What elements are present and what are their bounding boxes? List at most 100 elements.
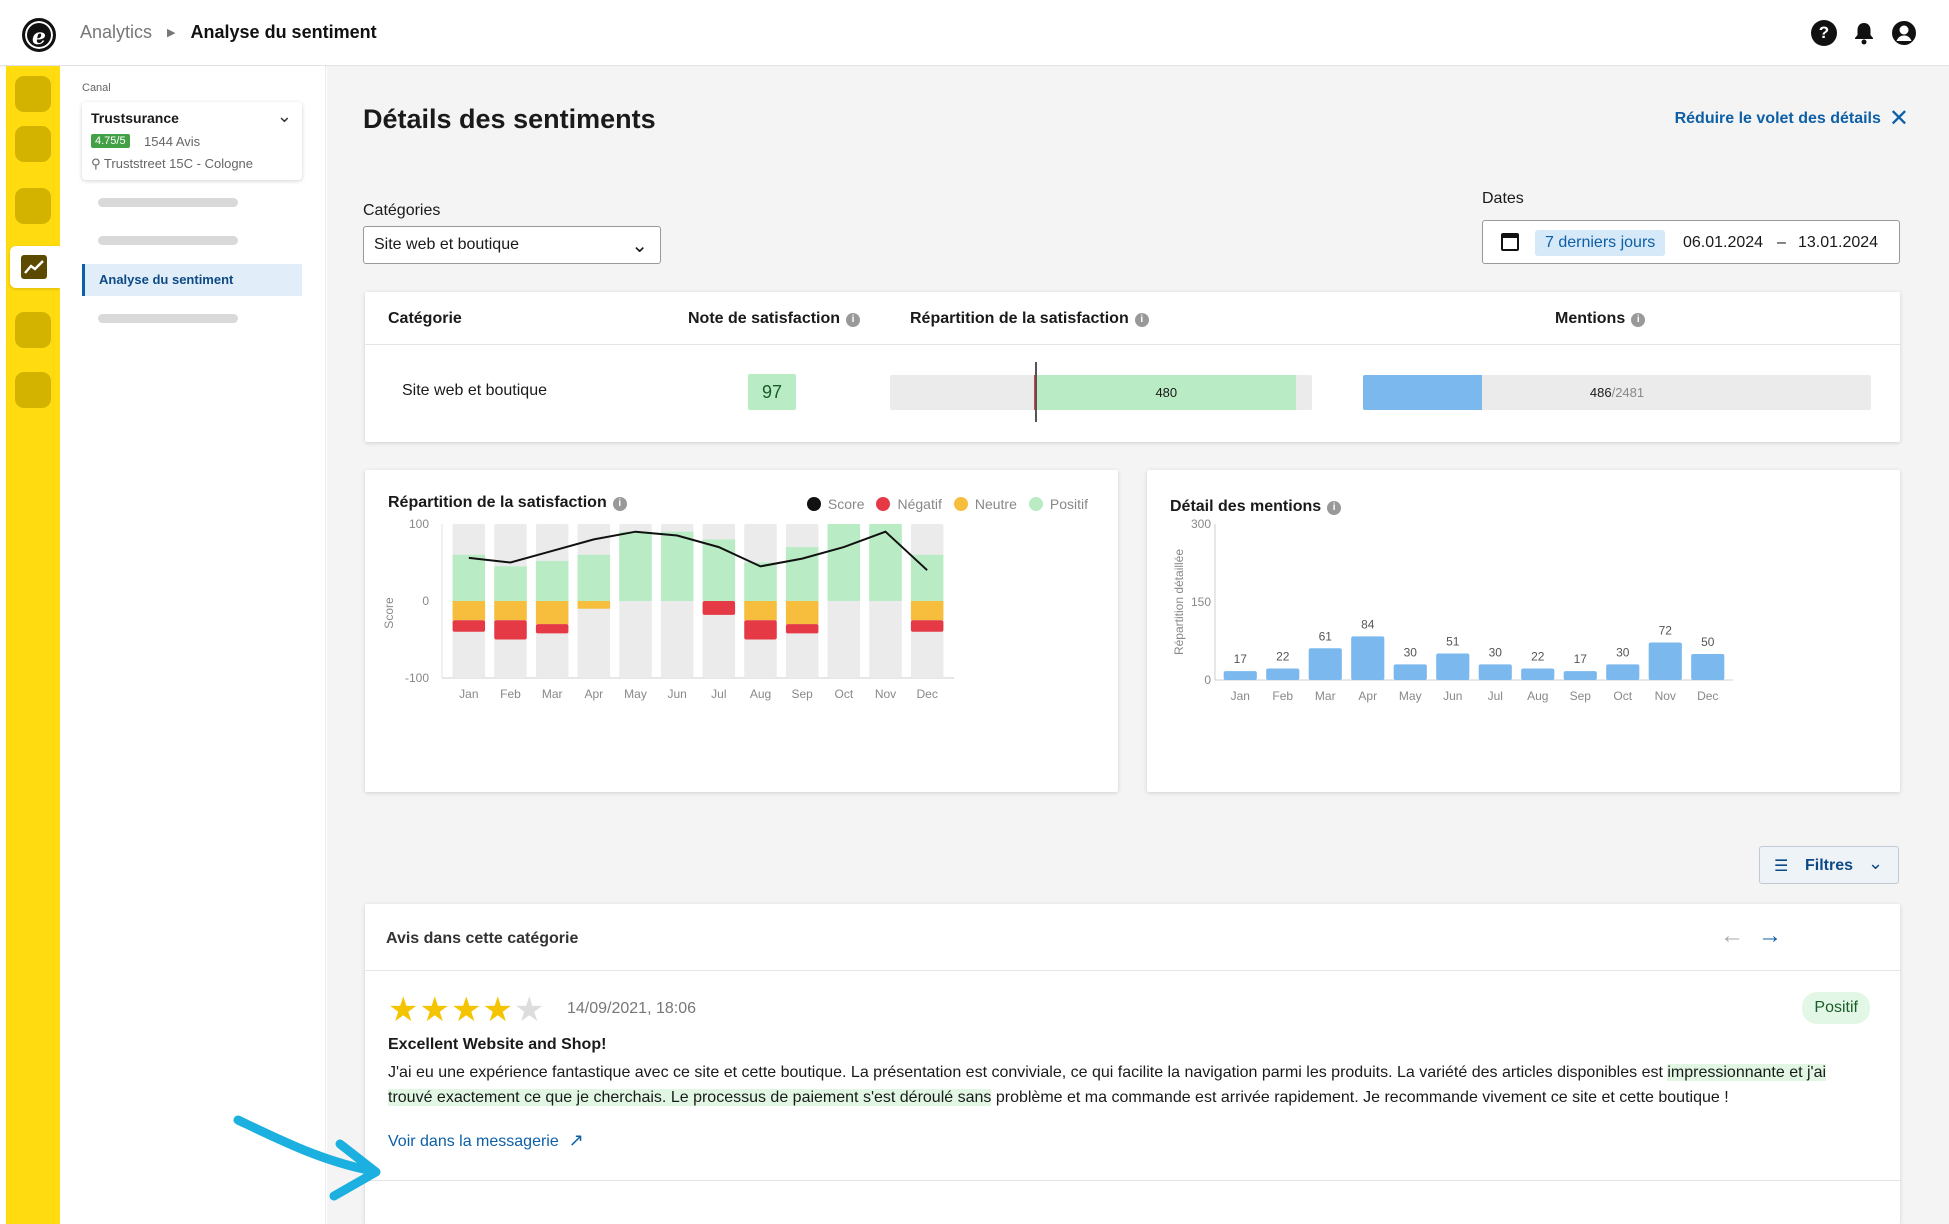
- arrow-right-icon[interactable]: →: [1758, 922, 1782, 949]
- info-icon[interactable]: i: [612, 497, 627, 511]
- y-tick-label: 0: [422, 594, 429, 608]
- legend-positive[interactable]: Positif: [1028, 496, 1088, 512]
- legend-dot: [1028, 497, 1043, 511]
- top-bar: e Analytics ▶ Analyse du sentiment ?: [0, 0, 1949, 66]
- x-tick-label: May: [1399, 689, 1422, 703]
- bar-positive: [452, 554, 486, 601]
- bar-negative: [535, 624, 569, 634]
- arrow-left-icon[interactable]: ←: [1720, 922, 1744, 949]
- mentions-total: /2481: [1611, 385, 1645, 400]
- chart-title: Détail des mentions i: [1170, 498, 1342, 516]
- close-icon: ✕: [1888, 105, 1909, 132]
- nav-placeholder-1[interactable]: [98, 198, 238, 207]
- date-range-picker[interactable]: 7 derniers jours 06.01.2024 – 13.01.2024: [1482, 220, 1900, 264]
- mentions-fill: [1363, 375, 1483, 410]
- rail-item-5[interactable]: [15, 312, 51, 348]
- data-label: 72: [1659, 624, 1673, 638]
- y-tick-label: -100: [405, 671, 429, 685]
- trend-icon: [21, 255, 47, 279]
- bar: [1393, 664, 1427, 680]
- y-tick-label: 100: [409, 517, 429, 531]
- satisfaction-chart-card: Répartition de la satisfaction i Score Né…: [365, 470, 1118, 792]
- breadcrumb-parent[interactable]: Analytics: [80, 22, 153, 42]
- bell-icon[interactable]: [1851, 20, 1877, 46]
- bar: [1308, 648, 1342, 680]
- legend-negative[interactable]: Négatif: [876, 496, 942, 512]
- address-text: Truststreet 15C - Cologne: [103, 156, 254, 171]
- canal-selector[interactable]: Trustsurance ⌄ 4.75/5 1544 Avis ⚲ Trusts…: [82, 102, 302, 180]
- legend-score[interactable]: Score: [806, 496, 865, 512]
- main-content: Détails des sentiments Réduire le volet …: [327, 66, 1949, 1224]
- rail-item-6[interactable]: [15, 372, 51, 408]
- data-label: 30: [1489, 645, 1503, 659]
- data-label: 50: [1701, 635, 1715, 649]
- collapse-panel-button[interactable]: Réduire le volet des détails ✕: [1675, 104, 1909, 133]
- rail-item-3[interactable]: [15, 188, 51, 224]
- data-label: 17: [1234, 652, 1248, 666]
- app-logo[interactable]: e: [22, 18, 56, 52]
- info-icon[interactable]: i: [1134, 313, 1149, 327]
- score-line: [468, 530, 928, 571]
- data-label: 22: [1531, 650, 1545, 664]
- date-preset[interactable]: 7 derniers jours: [1535, 230, 1666, 256]
- chevron-down-icon: ⌄: [276, 106, 292, 126]
- mentions-count: 486: [1589, 385, 1612, 400]
- star-filled-icon: ★: [419, 991, 451, 1029]
- filters-button[interactable]: ☰ Filtres ⌄: [1759, 846, 1899, 884]
- rail-item-1[interactable]: [15, 76, 51, 112]
- header-category-label: Catégorie: [388, 310, 462, 327]
- dates-label: Dates: [1482, 190, 1524, 207]
- reviews-heading: Avis dans cette catégorie: [386, 930, 579, 947]
- distribution-bar: 480: [890, 375, 1312, 410]
- x-tick-label: Aug: [750, 687, 771, 701]
- open-in-inbox-link[interactable]: Voir dans la messagerie ↗: [388, 1130, 584, 1151]
- data-label: 84: [1361, 617, 1375, 631]
- rail-item-analytics[interactable]: [10, 246, 60, 288]
- calendar-icon: [1501, 233, 1519, 251]
- category-select[interactable]: Site web et boutique ⌄: [363, 226, 661, 264]
- header-category: Catégorie: [388, 310, 462, 328]
- review-title: Excellent Website and Shop!: [388, 1036, 607, 1053]
- x-tick-label: Mar: [1315, 689, 1336, 703]
- bar: [1563, 671, 1597, 680]
- header-score: Note de satisfaction i: [688, 310, 861, 328]
- bar-neutral: [744, 601, 777, 621]
- x-tick-label: Jun: [1443, 689, 1462, 703]
- rail-item-2[interactable]: [15, 126, 51, 162]
- canal-name: Trustsurance: [91, 110, 179, 126]
- user-icon[interactable]: [1891, 20, 1917, 46]
- bar-positive: [660, 531, 694, 601]
- bar-positive: [827, 524, 861, 601]
- nav-placeholder-3[interactable]: [98, 314, 238, 323]
- mentions-chart: Répartition détaillée 300 150 0 17 Jan 22 Feb 61…: [1172, 517, 1733, 703]
- star-filled-icon: ★: [482, 991, 514, 1029]
- header-distribution-label: Répartition de la satisfaction: [910, 310, 1129, 327]
- review-count: 1544 Avis: [144, 134, 201, 149]
- y-tick-label: 150: [1191, 595, 1211, 609]
- bar: [1436, 653, 1470, 680]
- bar-positive: [744, 562, 777, 601]
- mentions-chart-card: Détail des mentions i Répartition détaill…: [1147, 470, 1900, 792]
- x-tick-label: Jan: [459, 687, 478, 701]
- nav-placeholder-2[interactable]: [98, 236, 238, 245]
- x-tick-label: Nov: [1655, 689, 1676, 703]
- breadcrumb-current: Analyse du sentiment: [190, 22, 377, 42]
- legend-neutral[interactable]: Neutre: [953, 496, 1017, 512]
- help-icon[interactable]: ?: [1811, 20, 1837, 46]
- category-value: Site web et boutique: [374, 236, 519, 253]
- bar: [1648, 642, 1682, 680]
- x-tick-label: Dec: [916, 687, 937, 701]
- info-icon[interactable]: i: [1327, 501, 1342, 515]
- x-tick-label: Nov: [875, 687, 896, 701]
- nav-item-sentiment[interactable]: Analyse du sentiment: [82, 264, 302, 296]
- date-to: 13.01.2024: [1798, 234, 1879, 251]
- filter-icon: ☰: [1774, 858, 1789, 875]
- bar-negative: [702, 601, 736, 615]
- bar-positive: [494, 566, 527, 601]
- info-icon[interactable]: i: [846, 313, 861, 327]
- info-icon[interactable]: i: [1631, 313, 1646, 327]
- breadcrumb: Analytics ▶ Analyse du sentiment: [80, 22, 377, 43]
- chevron-down-icon: ⌄: [1868, 853, 1884, 873]
- page-title: Détails des sentiments: [363, 104, 656, 134]
- legend-label: Score: [827, 496, 865, 512]
